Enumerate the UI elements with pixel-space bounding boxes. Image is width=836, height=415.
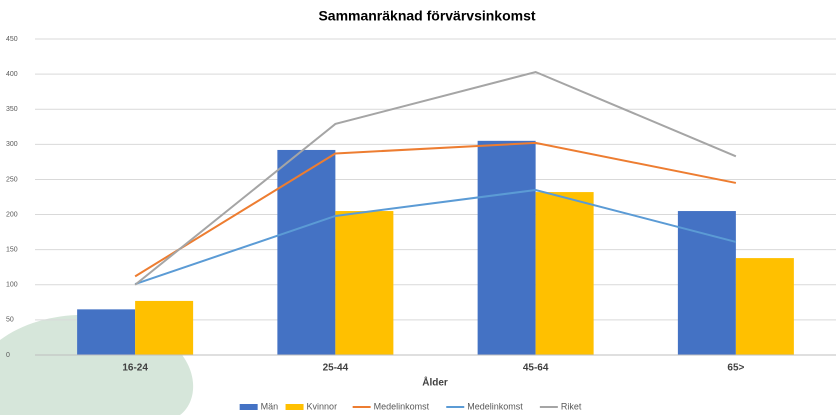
bar xyxy=(736,258,794,355)
chart-title: Sammanräknad förvärvsinkomst xyxy=(318,8,535,24)
bar xyxy=(77,309,135,355)
y-tick-label: 350 xyxy=(6,106,18,113)
x-tick-label: 45-64 xyxy=(523,363,549,374)
y-tick-label: 0 xyxy=(6,352,10,359)
bar xyxy=(335,211,393,355)
legend-label: Män xyxy=(261,401,279,411)
x-tick-label: 16-24 xyxy=(122,363,148,374)
bar xyxy=(135,301,193,355)
y-tick-label: 450 xyxy=(6,36,18,43)
legend-label: Kvinnor xyxy=(307,401,338,411)
legend-label: Medelinkomst xyxy=(374,401,430,411)
bar xyxy=(536,192,594,355)
legend-label: Riket xyxy=(561,401,582,411)
y-tick-label: 300 xyxy=(6,141,18,148)
bar xyxy=(678,211,736,355)
line xyxy=(135,190,736,284)
bar xyxy=(478,141,536,355)
line xyxy=(135,143,736,276)
y-tick-label: 200 xyxy=(6,211,18,218)
x-tick-label: 25-44 xyxy=(323,363,349,374)
bar xyxy=(277,150,335,355)
chart: Sammanräknad förvärvsinkomst Ålder 0 50 10… xyxy=(0,0,836,415)
legend-label: Medelinkomst xyxy=(467,401,523,411)
y-tick-label: 50 xyxy=(6,317,14,324)
y-tick-label: 150 xyxy=(6,247,18,254)
x-axis-title: Ålder xyxy=(422,376,448,389)
legend-swatch xyxy=(286,404,304,410)
y-tick-label: 100 xyxy=(6,282,18,289)
legend-swatch xyxy=(240,404,258,410)
x-tick-label: 65> xyxy=(727,363,744,374)
y-tick-label: 250 xyxy=(6,176,18,183)
y-tick-label: 400 xyxy=(6,71,18,78)
